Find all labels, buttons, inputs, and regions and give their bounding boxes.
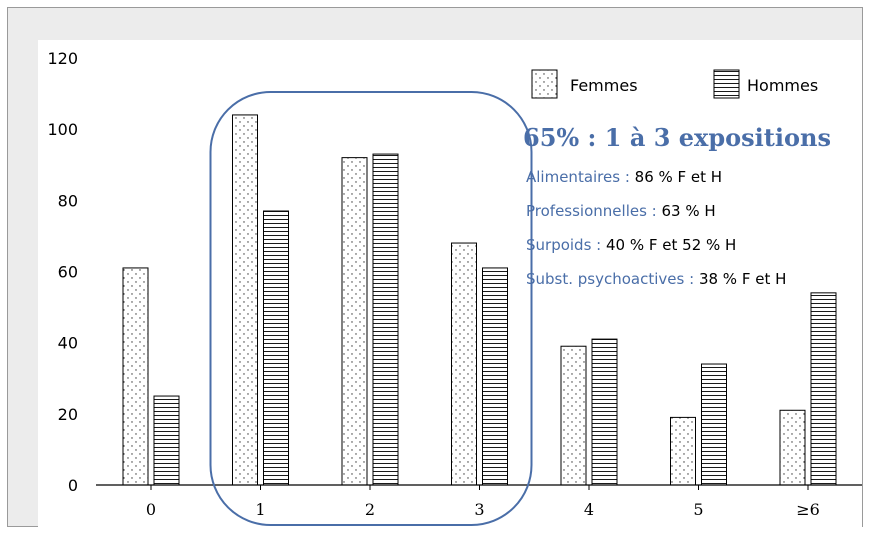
- bar-femmes-5: [670, 416, 696, 486]
- bar-chart: 0 20 40 60 80 100 120 0 1 2 3 4 5 ≥6 Femmes Hommes 6…: [47, 49, 862, 526]
- annotation-note: Surpoids : 40 % F et 52 % H: [526, 236, 736, 254]
- y-tick-label: 20: [58, 405, 78, 424]
- bar-femmes-0: [122, 267, 149, 486]
- legend: Femmes Hommes: [531, 69, 818, 99]
- bar-hommes-0: [153, 395, 180, 486]
- annotation: 65% : 1 à 3 expositions Alimentaires : 8…: [523, 123, 831, 288]
- x-axis: 0 1 2 3 4 5 ≥6: [146, 485, 820, 519]
- bar-hommes-4: [591, 338, 618, 486]
- y-tick-label: 60: [58, 263, 78, 282]
- x-tick-label: 2: [365, 500, 375, 519]
- bar-hommes-3: [482, 267, 508, 486]
- figure-frame: 0 20 40 60 80 100 120 0 1 2 3 4 5 ≥6 Femmes Hommes 6…: [7, 7, 863, 528]
- annotation-note-value: 86 % F et H: [630, 168, 722, 186]
- y-axis: 0 20 40 60 80 100 120: [47, 49, 78, 495]
- annotation-note-value: 40 % F et 52 % H: [601, 236, 736, 254]
- x-tick-label: 0: [146, 500, 156, 519]
- x-tick-label: 1: [255, 500, 265, 519]
- bar-femmes-1: [232, 114, 258, 486]
- legend-label-hommes: Hommes: [747, 76, 818, 95]
- legend-swatch-femmes: [531, 69, 558, 99]
- highlight-box: [209, 91, 533, 526]
- x-tick-label: ≥6: [796, 500, 820, 519]
- legend-label-femmes: Femmes: [570, 76, 638, 95]
- y-tick-label: 120: [47, 49, 78, 68]
- annotation-note-value: 38 % F et H: [694, 270, 786, 288]
- x-tick-label: 4: [584, 500, 594, 519]
- bar-hommes-2: [372, 153, 399, 486]
- annotation-headline: 65% : 1 à 3 expositions: [523, 123, 831, 152]
- bar-hommes-5: [701, 363, 727, 486]
- annotation-notes: Alimentaires : 86 % F et H Professionnell…: [526, 168, 786, 288]
- annotation-note: Professionnelles : 63 % H: [526, 202, 716, 220]
- y-tick-label: 0: [68, 476, 78, 495]
- bar-femmes-4: [560, 345, 587, 486]
- y-tick-label: 100: [47, 120, 78, 139]
- annotation-note-label: Subst. psychoactives :: [526, 270, 694, 288]
- bar-femmes-2: [341, 157, 368, 486]
- x-tick-label: 5: [693, 500, 703, 519]
- chart-panel: 0 20 40 60 80 100 120 0 1 2 3 4 5 ≥6 Femmes Hommes 6…: [38, 40, 862, 528]
- y-tick-label: 40: [58, 334, 78, 353]
- bar-hommes-1: [263, 210, 289, 486]
- x-tick-label: 3: [474, 500, 484, 519]
- annotation-note: Subst. psychoactives : 38 % F et H: [526, 270, 786, 288]
- bar-hommes-6: [810, 292, 837, 486]
- legend-swatch-hommes: [713, 69, 740, 99]
- bar-femmes-6: [779, 409, 806, 486]
- bars: [122, 114, 837, 486]
- annotation-note-label: Alimentaires :: [526, 168, 630, 186]
- y-tick-label: 80: [58, 191, 78, 210]
- annotation-note-label: Surpoids :: [526, 236, 601, 254]
- annotation-note-label: Professionnelles :: [526, 202, 657, 220]
- bar-femmes-3: [451, 242, 477, 486]
- annotation-note-value: 63 % H: [657, 202, 716, 220]
- annotation-note: Alimentaires : 86 % F et H: [526, 168, 722, 186]
